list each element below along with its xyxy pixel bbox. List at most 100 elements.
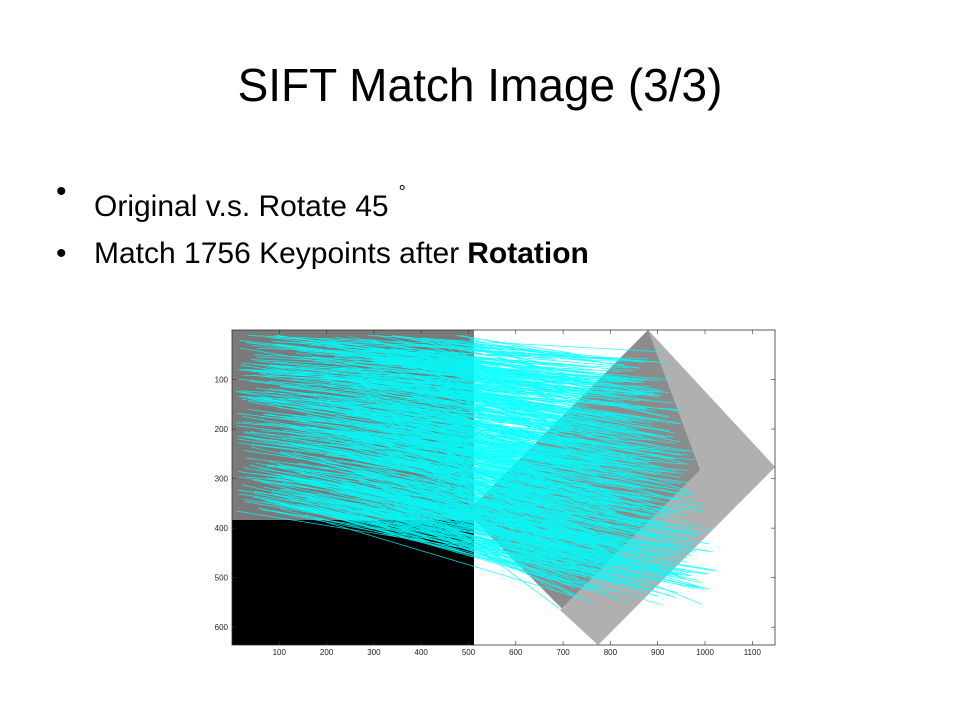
match-line — [361, 373, 610, 421]
match-line — [316, 405, 619, 446]
match-line — [382, 468, 693, 548]
match-line — [326, 347, 527, 363]
match-line — [458, 376, 584, 407]
match-line — [320, 504, 715, 572]
match-line — [445, 389, 644, 418]
match-line — [367, 335, 661, 353]
match-line — [282, 475, 582, 560]
match-line — [448, 390, 624, 432]
match-line — [244, 501, 683, 576]
match-line — [250, 359, 649, 380]
match-line — [415, 437, 564, 510]
match-line — [356, 412, 634, 443]
match-line — [314, 498, 614, 583]
y-tick-label: 300 — [215, 475, 229, 484]
match-line — [422, 337, 633, 361]
bullet-text: Match 1756 Keypoints after — [94, 237, 460, 270]
match-line — [277, 491, 631, 563]
match-line — [384, 390, 681, 425]
match-line — [379, 347, 644, 394]
match-line — [237, 391, 544, 449]
match-line — [327, 440, 552, 490]
match-line — [389, 460, 664, 516]
match-line — [265, 422, 632, 469]
match-line — [370, 418, 530, 472]
match-line — [247, 335, 523, 348]
match-line — [447, 426, 607, 463]
match-line — [406, 435, 575, 479]
match-line — [436, 379, 541, 411]
match-line — [274, 344, 585, 385]
match-line — [350, 447, 562, 506]
match-line — [306, 349, 612, 391]
match-line — [342, 367, 655, 412]
match-line — [416, 392, 638, 449]
match-line — [400, 424, 553, 465]
match-line — [261, 498, 619, 575]
match-line — [359, 514, 629, 603]
match-line — [281, 385, 626, 428]
match-line — [266, 475, 579, 526]
match-line — [315, 443, 673, 484]
match-line — [309, 340, 528, 351]
match-line — [244, 436, 557, 481]
x-tick-label: 500 — [462, 648, 476, 657]
match-line — [392, 504, 576, 589]
match-line — [454, 403, 596, 444]
match-line — [358, 480, 687, 563]
match-line — [405, 344, 668, 364]
match-line — [408, 423, 689, 491]
x-tick-label: 600 — [509, 648, 523, 657]
match-line — [298, 383, 682, 411]
match-line — [435, 439, 622, 511]
match-line — [449, 415, 672, 459]
match-line — [237, 471, 702, 534]
bullet: Original v.s. Rotate 45 ° — [56, 172, 589, 234]
degree-sign: ° — [398, 182, 406, 202]
x-tick-label: 1100 — [744, 648, 762, 657]
match-line — [457, 443, 657, 513]
match-line — [284, 465, 597, 513]
match-line — [252, 496, 677, 574]
match-line — [357, 476, 592, 565]
x-tick-label: 700 — [556, 648, 570, 657]
x-tick-label: 200 — [320, 648, 334, 657]
match-line — [293, 428, 579, 482]
match-line — [354, 506, 578, 577]
match-line — [408, 422, 568, 467]
match-line — [280, 508, 593, 603]
bullet-text: Original v.s. Rotate 45 — [94, 190, 389, 223]
match-line — [281, 481, 672, 559]
match-line — [353, 354, 519, 380]
match-line — [266, 464, 565, 515]
match-image — [232, 330, 775, 645]
match-line — [394, 512, 642, 589]
match-line — [376, 503, 573, 596]
y-tick-label: 100 — [215, 376, 229, 385]
match-line — [244, 432, 585, 492]
match-line — [361, 431, 695, 494]
y-tick-label: 400 — [215, 524, 229, 533]
match-line — [289, 398, 627, 430]
match-line — [240, 390, 622, 416]
match-line — [304, 479, 617, 562]
match-line — [314, 422, 645, 476]
match-line — [306, 425, 579, 471]
match-line — [338, 451, 634, 525]
match-line — [260, 509, 679, 576]
match-line — [387, 514, 580, 597]
match-line — [388, 447, 677, 490]
x-tick-label: 400 — [415, 648, 429, 657]
bullet-list: Original v.s. Rotate 45 ° Match 1756 Keyp… — [56, 172, 589, 296]
match-line — [450, 346, 650, 395]
match-line — [398, 506, 705, 590]
x-tick-label: 100 — [273, 648, 287, 657]
match-line — [352, 406, 609, 474]
match-line — [329, 454, 663, 525]
match-line — [415, 351, 532, 376]
match-line — [366, 381, 658, 421]
match-line — [469, 340, 640, 369]
match-line — [395, 480, 630, 560]
